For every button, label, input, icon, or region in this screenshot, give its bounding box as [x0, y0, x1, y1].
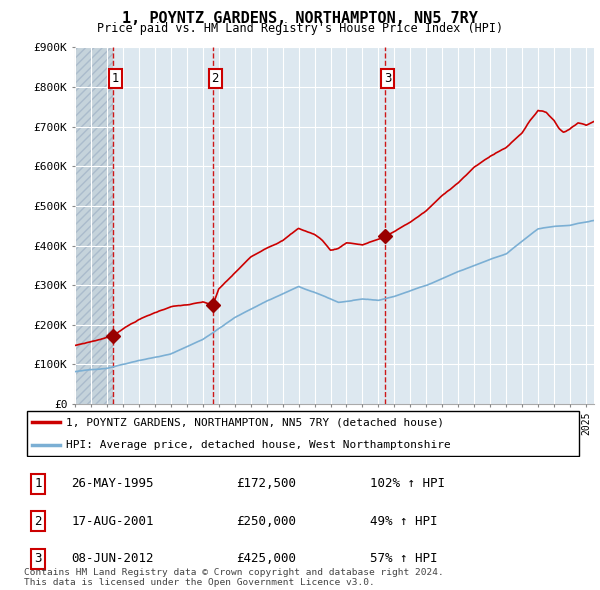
Text: £425,000: £425,000	[236, 552, 296, 565]
Text: 1: 1	[34, 477, 42, 490]
Text: 49% ↑ HPI: 49% ↑ HPI	[370, 514, 437, 527]
Text: 1, POYNTZ GARDENS, NORTHAMPTON, NN5 7RY (detached house): 1, POYNTZ GARDENS, NORTHAMPTON, NN5 7RY …	[66, 417, 444, 427]
Text: 26-MAY-1995: 26-MAY-1995	[71, 477, 154, 490]
Text: Contains HM Land Registry data © Crown copyright and database right 2024.
This d: Contains HM Land Registry data © Crown c…	[24, 568, 444, 587]
Text: 57% ↑ HPI: 57% ↑ HPI	[370, 552, 437, 565]
Text: £172,500: £172,500	[236, 477, 296, 490]
Text: 102% ↑ HPI: 102% ↑ HPI	[370, 477, 445, 490]
Text: HPI: Average price, detached house, West Northamptonshire: HPI: Average price, detached house, West…	[66, 440, 451, 450]
Text: 1: 1	[112, 73, 119, 86]
Text: 2: 2	[211, 73, 219, 86]
Text: £250,000: £250,000	[236, 514, 296, 527]
Text: 2: 2	[34, 514, 42, 527]
Text: 1, POYNTZ GARDENS, NORTHAMPTON, NN5 7RY: 1, POYNTZ GARDENS, NORTHAMPTON, NN5 7RY	[122, 11, 478, 25]
Text: 17-AUG-2001: 17-AUG-2001	[71, 514, 154, 527]
Text: 08-JUN-2012: 08-JUN-2012	[71, 552, 154, 565]
Text: 3: 3	[384, 73, 392, 86]
FancyBboxPatch shape	[27, 411, 579, 456]
Text: 3: 3	[34, 552, 42, 565]
Text: Price paid vs. HM Land Registry's House Price Index (HPI): Price paid vs. HM Land Registry's House …	[97, 22, 503, 35]
